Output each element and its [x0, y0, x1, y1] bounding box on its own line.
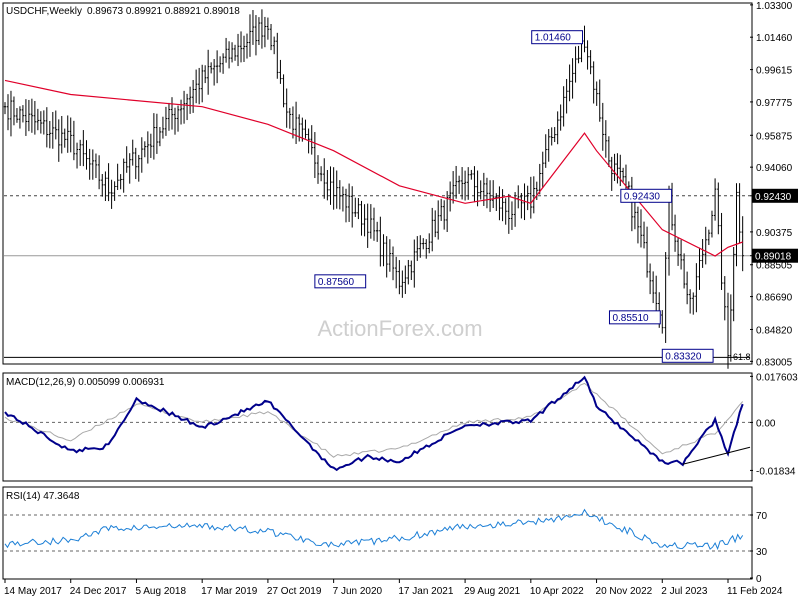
x-tick-label: 17 Mar 2019 — [201, 586, 258, 597]
macd-line — [4, 375, 744, 472]
price-y-tick-label: 0.95875 — [756, 131, 793, 142]
annotation-box — [608, 310, 661, 325]
axis-layer: 1.03300 1.01460 0.99615 0.97775 0.95875 0.940… — [4, 1, 798, 597]
annotation-box — [620, 188, 673, 203]
rsi-y-tick-label: 0 — [756, 574, 762, 585]
macd-trendline — [682, 446, 751, 465]
price-y-tick-label: 0.89018 — [755, 252, 792, 263]
price-y-tick-label: 0.90375 — [756, 228, 793, 239]
x-tick-label: 20 Nov 2022 — [596, 586, 653, 597]
moving-average-line — [4, 79, 743, 257]
rsi-line — [4, 508, 744, 551]
x-tick-label: 11 Feb 2024 — [727, 586, 783, 597]
rsi-layer — [4, 508, 750, 552]
macd-y-tick-label: 0.017603 — [756, 372, 798, 383]
x-tick-label: 10 Apr 2022 — [530, 586, 584, 597]
x-tick-label: 7 Jun 2020 — [333, 586, 383, 597]
annotation-label: 0.83320 — [665, 351, 702, 362]
watermark: ActionForex.com — [317, 316, 482, 341]
fib-label: 61.8 — [733, 352, 751, 362]
price-y-tick-label: 1.03300 — [756, 1, 793, 12]
macd-signal-line — [4, 382, 744, 458]
annotation-label: 0.87560 — [318, 277, 355, 288]
price-y-tick-label: 0.99615 — [756, 66, 793, 77]
annotation-label: 0.92430 — [624, 191, 661, 202]
rsi-y-tick-label: 30 — [756, 547, 768, 558]
chart-title: USDCHF,Weekly — [6, 6, 82, 17]
x-tick-label: 14 May 2017 — [4, 586, 62, 597]
x-tick-label: 5 Aug 2018 — [135, 586, 186, 597]
annotation-box — [661, 348, 714, 363]
macd-panel-frame — [2, 372, 753, 482]
annotation-label: 0.85510 — [612, 313, 649, 324]
x-tick-label: 17 Jan 2021 — [398, 586, 453, 597]
price-y-tick-label: 1.01460 — [756, 33, 793, 44]
rsi-y-tick-label: 70 — [756, 511, 768, 522]
x-tick-label: 27 Oct 2019 — [267, 586, 322, 597]
annotation-box — [531, 30, 584, 45]
annotation-label: 1.01460 — [535, 33, 572, 44]
price-layer: 1.01460 0.92430 0.87560 0.85510 0.83320 — [3, 9, 750, 369]
annotation-box — [314, 274, 367, 289]
price-y-tick-label: 0.83005 — [756, 357, 793, 368]
price-y-tick-label: 0.94060 — [756, 163, 793, 174]
ohlc-readout: 0.89673 0.89921 0.88921 0.89018 — [87, 6, 240, 17]
price-y-tick-label: 0.86690 — [756, 293, 793, 304]
x-tick-label: 29 Aug 2021 — [464, 586, 521, 597]
price-y-tick-label: 0.88505 — [756, 261, 793, 272]
macd-layer — [4, 375, 751, 472]
price-panel-frame — [2, 2, 753, 365]
x-tick-label: 24 Dec 2017 — [70, 586, 127, 597]
x-tick-label: 2 Jul 2023 — [661, 586, 708, 597]
macd-y-tick-label: 0.00 — [756, 418, 776, 429]
rsi-title: RSI(14) 47.3648 — [6, 491, 80, 502]
price-y-tick-label: 0.97775 — [756, 98, 793, 109]
macd-title: MACD(12,26,9) 0.005099 0.006931 — [6, 377, 165, 388]
rsi-panel-frame — [2, 486, 753, 580]
level-price-tag — [752, 188, 798, 203]
price-y-tick-label: 0.92430 — [755, 192, 792, 203]
last-price-tag — [752, 248, 798, 263]
price-y-tick-label: 0.84820 — [756, 325, 793, 336]
macd-y-tick-label: -0.01834 — [756, 466, 796, 477]
